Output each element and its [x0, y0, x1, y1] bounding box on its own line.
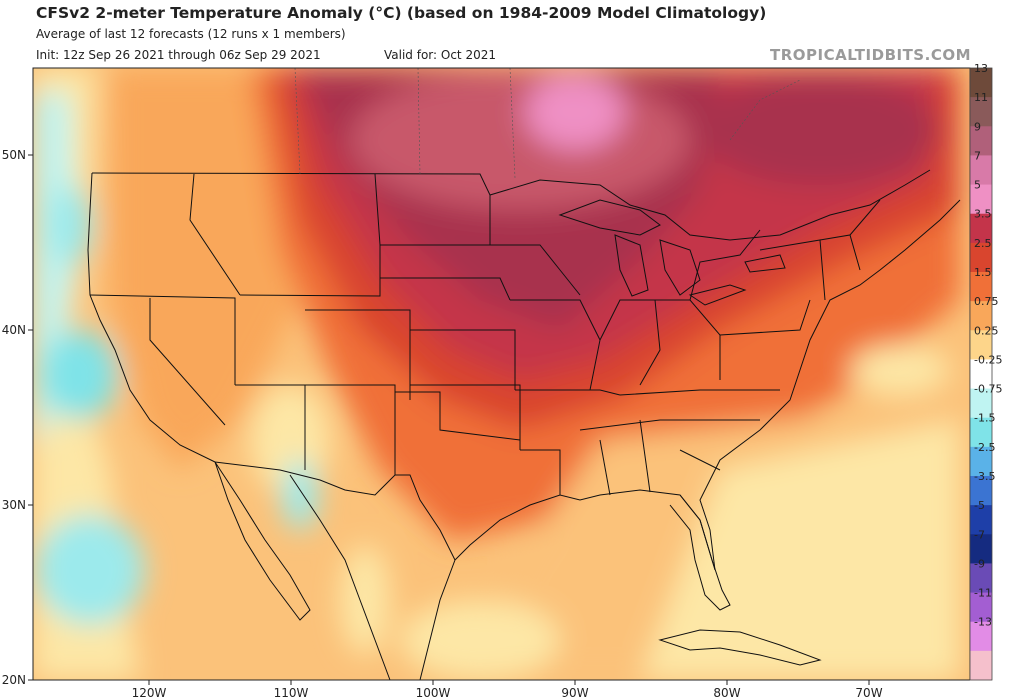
- colorbar-label: 0.75: [974, 295, 999, 308]
- colorbar-swatch: [970, 563, 992, 594]
- colorbar-label: -0.75: [974, 383, 1002, 396]
- colorbar-frame: [969, 67, 993, 681]
- colorbar-swatch: [970, 505, 992, 535]
- lat-label-30n: 30N: [2, 498, 26, 512]
- state-borders: [87, 169, 961, 680]
- subtitle: Average of last 12 forecasts (12 runs x …: [36, 27, 346, 41]
- colorbar-label: 5: [974, 179, 981, 192]
- colorbar-swatch: [970, 68, 992, 98]
- colorbar-swatch: [970, 272, 992, 302]
- colorbar-label: 0.25: [974, 324, 999, 337]
- colorbar-swatch: [970, 592, 992, 623]
- colorbar-label: -13: [974, 616, 992, 629]
- colorbar-swatch: [970, 476, 992, 506]
- lat-label-40n: 40N: [2, 323, 26, 337]
- colorbar-label: -3.5: [974, 470, 995, 483]
- colorbar-swatch: [970, 301, 992, 331]
- colorbar-swatch: [970, 184, 992, 215]
- colorbar-label: -7: [974, 528, 985, 541]
- colorbar-label: -1.5: [974, 412, 995, 425]
- init-time: Init: 12z Sep 26 2021 through 06z Sep 29…: [36, 48, 321, 62]
- lon-label-110w: 110W: [274, 686, 309, 700]
- lon-label-100w: 100W: [416, 686, 451, 700]
- colorbar-label: 9: [974, 120, 981, 133]
- colorbar-label: -9: [974, 557, 985, 570]
- longitude-axis: 120W 110W 100W 90W 80W 70W: [132, 680, 883, 700]
- latitude-axis: 50N 40N 30N 20N: [2, 148, 33, 687]
- colorbar-legend: 13 11 9 7 5 3.5 2.5 1.5 0.75 0.25 -0.25 -0.75 -1.5 -2…: [969, 62, 1002, 681]
- colorbar-swatch: [970, 213, 992, 244]
- colorbar-swatch: [970, 155, 992, 186]
- lat-label-20n: 20N: [2, 673, 26, 687]
- colorbar-label: 11: [974, 91, 988, 104]
- lat-label-50n: 50N: [2, 148, 26, 162]
- colorbar-label: 1.5: [974, 266, 992, 279]
- lon-label-80w: 80W: [713, 686, 740, 700]
- colorbar-label: -5: [974, 499, 985, 512]
- colorbar-label: 3.5: [974, 208, 992, 221]
- colorbar-label: 7: [974, 149, 981, 162]
- colorbar-swatch: [970, 650, 992, 681]
- colorbar-swatch: [970, 388, 992, 419]
- page-title: CFSv2 2-meter Temperature Anomaly (°C) (…: [36, 4, 767, 22]
- canada-provinces: [294, 68, 801, 179]
- colorbar-swatch: [970, 446, 992, 477]
- colorbar-swatch: [970, 126, 992, 156]
- colorbar-swatch: [970, 534, 992, 564]
- colorbar-swatch: [970, 97, 992, 127]
- colorbar-swatch: [970, 417, 992, 448]
- lon-label-70w: 70W: [855, 686, 882, 700]
- colorbar-label: 13: [974, 62, 988, 75]
- source-watermark: TROPICALTIDBITS.COM: [770, 46, 971, 64]
- colorbar-swatch: [970, 359, 992, 390]
- colorbar-swatch: [970, 621, 992, 652]
- colorbar-label: -2.5: [974, 441, 995, 454]
- lon-label-120w: 120W: [132, 686, 167, 700]
- valid-time: Valid for: Oct 2021: [384, 48, 496, 62]
- colorbar-swatch: [970, 242, 992, 273]
- colorbar-label: -0.25: [974, 353, 1002, 366]
- colorbar-label: -11: [974, 587, 992, 600]
- colorbar-swatch: [970, 330, 992, 360]
- colorbar-label: 2.5: [974, 237, 992, 250]
- anomaly-field: [33, 68, 970, 680]
- lon-label-90w: 90W: [561, 686, 588, 700]
